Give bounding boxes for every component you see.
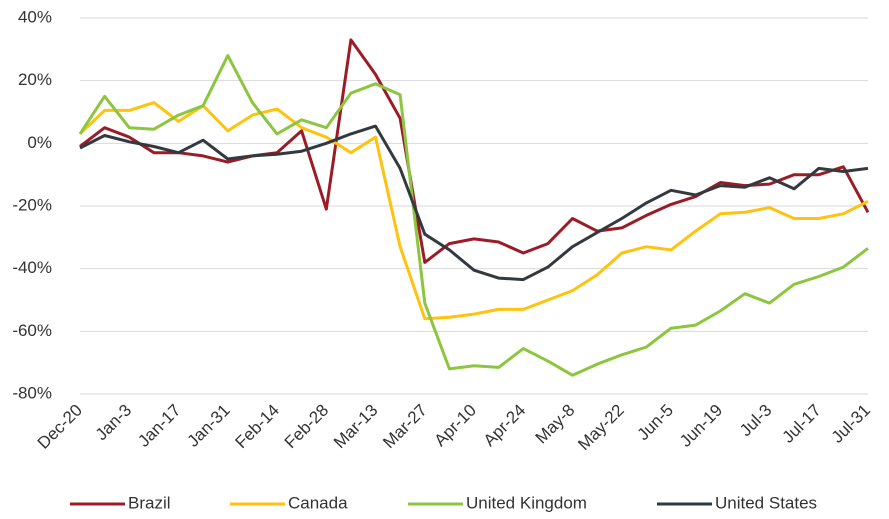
x-tick-label: Jan-31	[184, 401, 234, 451]
x-tick-label: Mar-27	[379, 401, 431, 453]
legend-label: United States	[715, 493, 817, 512]
x-tick-label: Feb-28	[281, 401, 333, 453]
y-tick-label: 0%	[27, 133, 52, 152]
x-tick-label: Apr-10	[430, 401, 480, 451]
x-tick-label: Jun-5	[633, 401, 677, 445]
series-line	[79, 38, 870, 264]
y-tick-label: -80%	[12, 383, 52, 402]
series-line	[78, 101, 869, 321]
legend-label: Brazil	[128, 493, 171, 512]
y-tick-label: -20%	[12, 195, 52, 214]
x-tick-label: Jul-17	[779, 401, 825, 447]
y-tick-label: -60%	[12, 321, 52, 340]
series-line	[78, 54, 869, 377]
series-line	[79, 124, 869, 282]
x-tick-label: Dec-20	[34, 401, 86, 453]
x-tick-label: Jan-17	[134, 401, 184, 451]
legend-label: United Kingdom	[466, 493, 587, 512]
x-tick-label: Jul-3	[736, 401, 775, 440]
x-tick-label: Jun-19	[676, 401, 726, 451]
x-tick-label: Apr-24	[480, 401, 530, 451]
y-tick-label: 20%	[18, 70, 52, 89]
y-tick-label: 40%	[18, 7, 52, 26]
y-tick-label: -40%	[12, 258, 52, 277]
legend-label: Canada	[288, 493, 348, 512]
x-tick-label: Jul-31	[828, 401, 874, 447]
x-tick-label: Mar-13	[330, 401, 382, 453]
x-tick-label: May-8	[532, 401, 579, 448]
x-tick-label: May-22	[574, 401, 628, 455]
x-tick-label: Jan-3	[92, 401, 136, 445]
x-tick-label: Feb-14	[231, 401, 283, 453]
